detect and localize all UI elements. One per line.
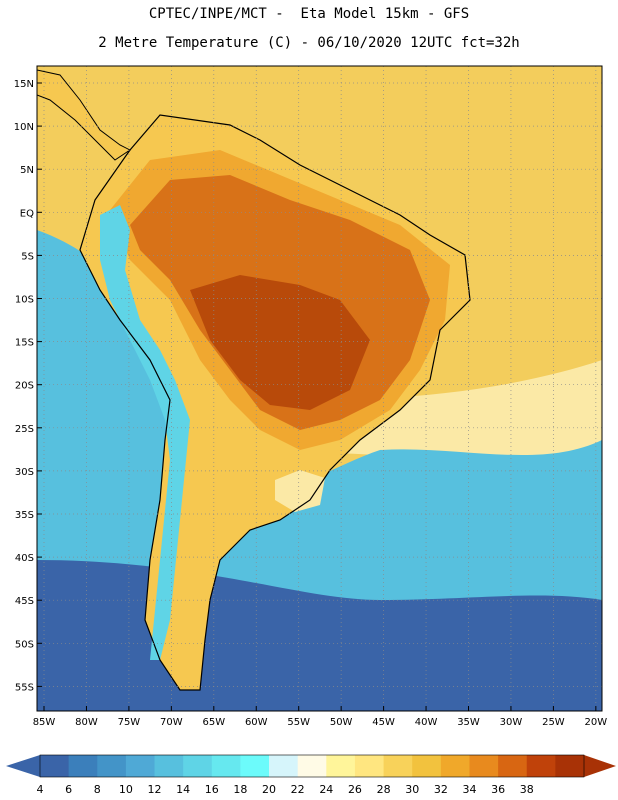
- lon-label: 20W: [585, 717, 608, 728]
- andes-cold-ridge: [100, 205, 190, 660]
- lat-label: EQ: [20, 208, 34, 219]
- colorbar-label: 4: [37, 783, 44, 796]
- la-plata-cool-spot: [275, 470, 325, 512]
- colorbar-label: 20: [262, 783, 276, 796]
- map-frame: [36, 65, 603, 712]
- colorbar-high-arrow: [584, 755, 616, 777]
- lat-label: 30S: [15, 467, 34, 478]
- colorbar-label: 34: [462, 783, 476, 796]
- lon-label: 30W: [500, 717, 523, 728]
- colorbar-swatch: [68, 755, 98, 777]
- colorbar-border: [39, 754, 585, 778]
- lon-label: 85W: [33, 717, 56, 728]
- colorbar-label: 14: [176, 783, 190, 796]
- colorbar-swatch: [125, 755, 156, 777]
- longitude-labels: 85W 80W 75W 70W 65W 60W 55W 50W 45W 40W 35W 30W 25W 2…: [33, 706, 608, 728]
- colorbar-swatch: [154, 755, 184, 777]
- colorbar-low-arrow: [6, 755, 40, 777]
- colorbar-swatch: [183, 755, 213, 777]
- colorbar-label: 16: [205, 783, 219, 796]
- colorbar-label: 38: [520, 783, 534, 796]
- lat-label: 40S: [15, 553, 34, 564]
- lon-label: 55W: [287, 717, 310, 728]
- colorbar-label: 28: [377, 783, 391, 796]
- latitude-labels: 15N 10N 5N EQ 5S 10S 15S 20S 25S 30S 35S 40S 45S 50S 5…: [14, 79, 42, 693]
- lon-label: 35W: [457, 717, 480, 728]
- lat-label: 10N: [14, 122, 34, 133]
- colorbar-swatch: [526, 755, 556, 777]
- colorbar-swatch: [240, 755, 270, 777]
- title-line-1: CPTEC/INPE/MCT - Eta Model 15km - GFS: [148, 6, 470, 22]
- colorbar-swatch: [97, 755, 127, 777]
- lon-label: 70W: [160, 717, 183, 728]
- lat-label: 20S: [15, 381, 34, 392]
- title-line-2: 2 Metre Temperature (C) - 06/10/2020 12U…: [98, 35, 520, 51]
- lon-label: 40W: [415, 717, 438, 728]
- colorbar-swatch: [498, 755, 528, 777]
- colorbar-swatch: [326, 755, 356, 777]
- colorbar-swatch: [40, 755, 70, 777]
- colorbar-label: 22: [291, 783, 305, 796]
- colorbar-label: 32: [434, 783, 448, 796]
- lat-label: 15N: [14, 79, 34, 90]
- colorbar-swatch: [555, 755, 585, 777]
- lon-label: 25W: [542, 717, 565, 728]
- colorbar-label: 26: [348, 783, 362, 796]
- colorbar-swatch: [211, 755, 241, 777]
- colorbar-swatch: [440, 755, 470, 777]
- lat-label: 35S: [15, 510, 34, 521]
- colorbar-label: 12: [148, 783, 162, 796]
- lat-label: 15S: [15, 338, 34, 349]
- lon-label: 50W: [330, 717, 353, 728]
- colorbar-label: 18: [233, 783, 247, 796]
- lon-label: 65W: [202, 717, 225, 728]
- lat-label: 5N: [20, 165, 34, 176]
- lat-label: 55S: [15, 682, 34, 693]
- colorbar-swatch: [354, 755, 385, 777]
- lon-label: 60W: [245, 717, 268, 728]
- lat-label: 50S: [15, 639, 34, 650]
- colorbar-swatch: [383, 755, 413, 777]
- colorbar: 4 6 8 10 12 14 16 18 20 22 24 26 28 30 32 34 36 38: [6, 754, 616, 796]
- colorbar-label: 24: [319, 783, 333, 796]
- lon-label: 80W: [75, 717, 98, 728]
- colorbar-label: 8: [94, 783, 101, 796]
- lat-label: 10S: [15, 295, 34, 306]
- lat-label: 5S: [21, 251, 34, 262]
- map-area: [37, 66, 602, 711]
- colorbar-label: 10: [119, 783, 133, 796]
- lat-label: 25S: [15, 424, 34, 435]
- lon-label: 75W: [118, 717, 141, 728]
- colorbar-label: 6: [65, 783, 72, 796]
- colorbar-swatch: [297, 755, 327, 777]
- colorbar-swatch: [469, 755, 499, 777]
- land-hot-field: [190, 275, 370, 410]
- coastline: [79, 114, 471, 691]
- central-america-land: [37, 69, 131, 161]
- colorbar-swatch: [412, 755, 442, 777]
- colorbar-label: 36: [491, 783, 505, 796]
- lon-label: 45W: [372, 717, 395, 728]
- colorbar-label: 30: [405, 783, 419, 796]
- lat-label: 45S: [15, 596, 34, 607]
- colorbar-swatch: [269, 755, 299, 777]
